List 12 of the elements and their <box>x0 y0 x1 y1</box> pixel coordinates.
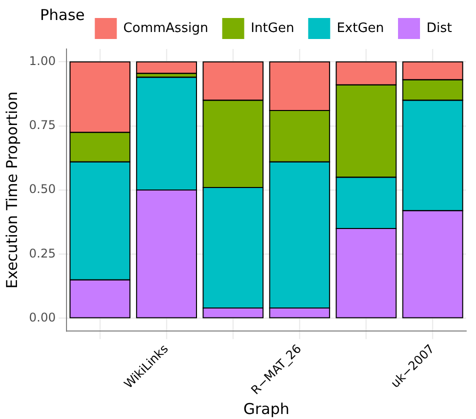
legend-label: IntGen <box>250 20 294 36</box>
y-tick-label: 0.50 <box>29 182 56 196</box>
y-axis-title: Execution Time Proportion <box>2 91 21 289</box>
legend-label: CommAssign <box>123 20 208 36</box>
legend-label: Dist <box>426 20 452 36</box>
legend-title: Phase <box>40 6 85 24</box>
y-tick-label: 0.00 <box>29 310 56 324</box>
x-axis-title: Graph <box>243 400 290 418</box>
y-tick-label: 0.25 <box>29 246 56 260</box>
y-tick-label: 0.75 <box>29 118 56 132</box>
legend-label: ExtGen <box>336 20 384 36</box>
y-tick-label: 1.00 <box>29 54 56 68</box>
